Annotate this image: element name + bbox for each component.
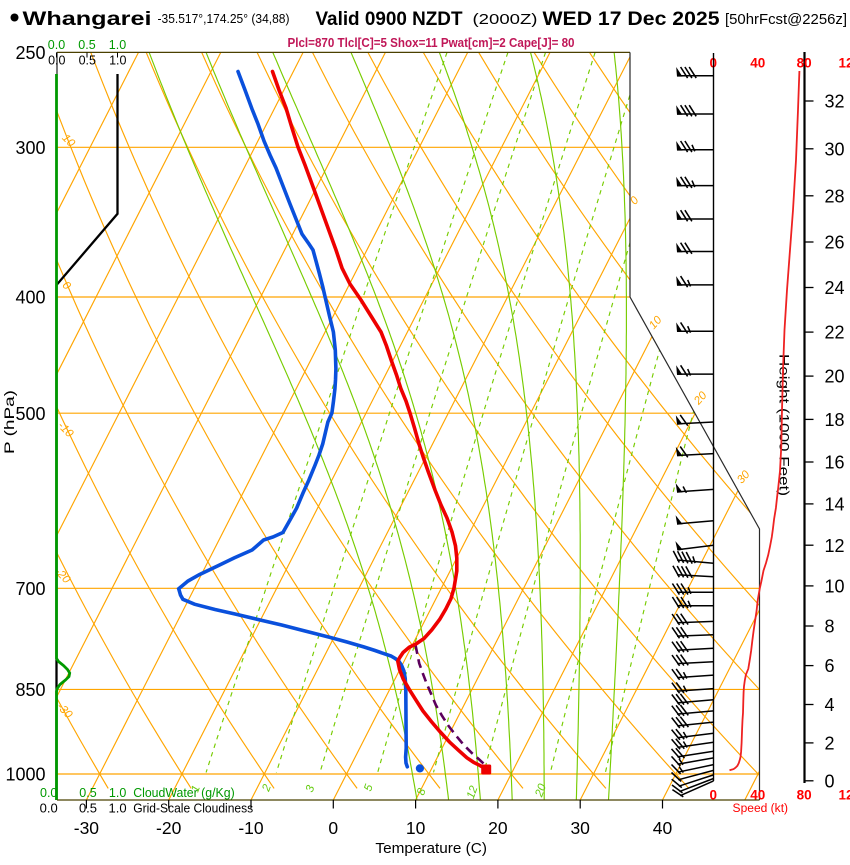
svg-text:1000: 1000: [5, 765, 45, 785]
svg-text:16: 16: [825, 453, 845, 473]
svg-text:WED 17 Dec 2025: WED 17 Dec 2025: [543, 8, 720, 30]
svg-text:30: 30: [825, 139, 845, 159]
svg-text:40: 40: [750, 788, 765, 803]
svg-text:1.0: 1.0: [109, 800, 127, 815]
svg-text:0: 0: [825, 771, 835, 791]
svg-text:700: 700: [15, 579, 45, 599]
svg-text:300: 300: [15, 138, 45, 158]
svg-text:Speed (kt): Speed (kt): [733, 803, 789, 815]
svg-text:-30: -30: [74, 818, 100, 838]
svg-text:120: 120: [839, 56, 850, 71]
svg-text:Valid 0900 NZDT: Valid 0900 NZDT: [316, 8, 463, 30]
svg-text:6: 6: [825, 656, 835, 676]
svg-text:28: 28: [825, 186, 845, 206]
svg-text:1.0: 1.0: [109, 786, 126, 800]
svg-text:0.0: 0.0: [40, 800, 58, 815]
svg-text:4: 4: [825, 695, 835, 715]
svg-text:22: 22: [825, 323, 845, 343]
svg-text:0.5: 0.5: [79, 786, 96, 800]
svg-text:0.0: 0.0: [40, 786, 57, 800]
svg-text:250: 250: [15, 43, 45, 63]
svg-text:1.0: 1.0: [109, 38, 126, 52]
svg-text:Whangarei: Whangarei: [23, 8, 152, 30]
svg-text:[50hrFcst@2256z]: [50hrFcst@2256z]: [725, 12, 847, 28]
svg-text:0.0: 0.0: [48, 38, 65, 52]
svg-text:0.5: 0.5: [78, 38, 95, 52]
svg-text:14: 14: [825, 495, 845, 515]
svg-text:(2000Z): (2000Z): [473, 12, 538, 28]
svg-text:80: 80: [797, 788, 812, 803]
svg-text:24: 24: [825, 278, 845, 298]
svg-text:Plcl=870 Tlcl[C]=5 Shox=11 Pwa: Plcl=870 Tlcl[C]=5 Shox=11 Pwat[cm]=2 Ca…: [288, 35, 575, 50]
svg-text:Grid-Scale Cloudiness: Grid-Scale Cloudiness: [133, 800, 253, 815]
svg-text:80: 80: [797, 56, 812, 71]
svg-text:-20: -20: [156, 818, 182, 838]
svg-text:500: 500: [15, 404, 45, 424]
svg-text:18: 18: [825, 410, 845, 430]
svg-text:CloudWater (g/Kg): CloudWater (g/Kg): [133, 786, 235, 800]
svg-text:400: 400: [15, 288, 45, 308]
svg-text:30: 30: [570, 818, 590, 838]
svg-text:Temperature (C): Temperature (C): [375, 840, 487, 857]
svg-text:P (hPa): P (hPa): [1, 390, 17, 454]
svg-text:20: 20: [488, 818, 508, 838]
svg-text:120: 120: [839, 788, 850, 803]
svg-text:0: 0: [709, 788, 717, 803]
svg-text:0: 0: [328, 818, 338, 838]
svg-text:40: 40: [750, 56, 765, 71]
svg-text:10: 10: [825, 577, 845, 597]
svg-text:-35.517°,174.25° (34,88): -35.517°,174.25° (34,88): [158, 12, 290, 26]
svg-text:850: 850: [15, 680, 45, 700]
svg-text:8: 8: [825, 617, 835, 637]
svg-text:32: 32: [825, 92, 845, 112]
svg-text:10: 10: [406, 818, 426, 838]
svg-text:26: 26: [825, 233, 845, 253]
svg-text:2: 2: [825, 734, 835, 754]
svg-text:40: 40: [653, 818, 673, 838]
svg-text:20: 20: [825, 367, 845, 387]
svg-text:0.5: 0.5: [79, 800, 97, 815]
svg-text:-10: -10: [238, 818, 264, 838]
svg-text:12: 12: [825, 536, 845, 556]
